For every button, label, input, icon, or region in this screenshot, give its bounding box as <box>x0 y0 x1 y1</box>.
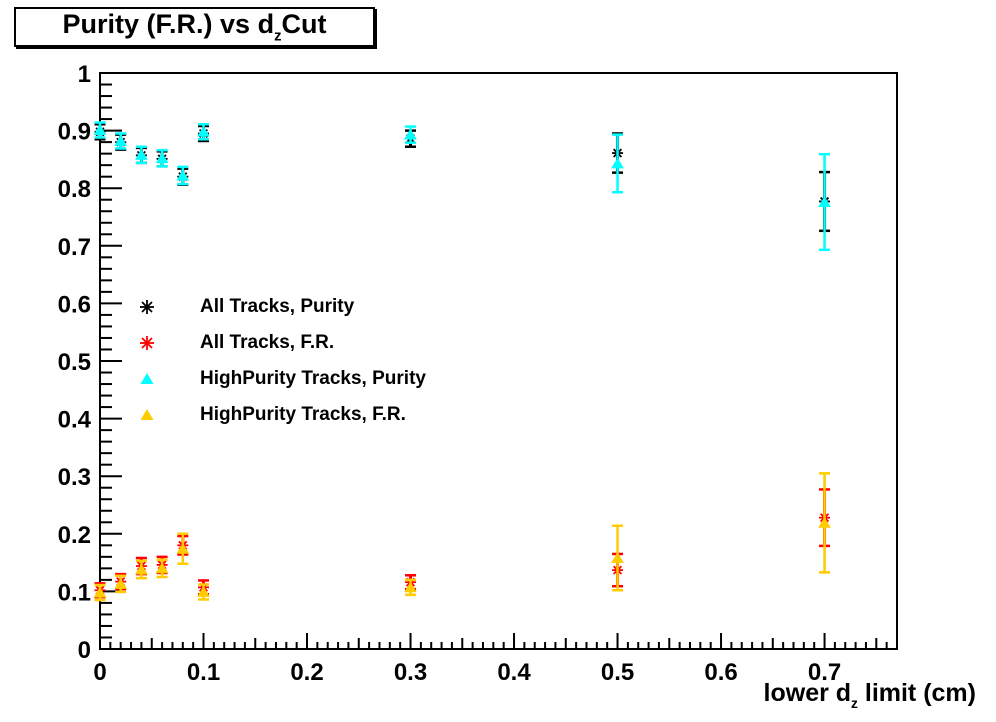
data-point-triangle-marker <box>93 586 107 598</box>
series-2 <box>93 121 831 252</box>
x-axis-title: lower dz limit (cm) <box>763 679 976 711</box>
plot-title: Purity (F.R.) vs dzCut <box>62 9 327 45</box>
x-axis-tick-label: 0.1 <box>187 659 220 686</box>
x-axis-tick-label: 0.3 <box>394 659 427 686</box>
y-axis-tick-label: 0.8 <box>58 176 91 203</box>
data-point-triangle-marker <box>197 125 210 137</box>
legend-item: All Tracks, Purity <box>136 289 426 325</box>
data-point-triangle-marker <box>114 578 128 589</box>
data-point-triangle-marker <box>818 517 831 528</box>
triangle-glyph <box>140 373 154 384</box>
legend-item-label: All Tracks, F.R. <box>200 332 335 353</box>
y-axis-tick-label: 0.4 <box>58 407 92 434</box>
data-point-triangle-marker <box>176 169 190 181</box>
data-point-triangle-marker <box>155 562 169 574</box>
data-point-triangle-marker <box>176 542 190 554</box>
data-point-triangle-marker <box>818 196 831 207</box>
data-point-triangle-marker <box>155 152 169 164</box>
plot-title-box: Purity (F.R.) vs dzCut <box>14 7 375 47</box>
data-point-triangle-marker <box>135 563 148 575</box>
legend-item: All Tracks, F.R. <box>136 325 426 361</box>
legend-item: HighPurity Tracks, F.R. <box>136 397 426 433</box>
asterisk-marker-icon <box>140 336 154 350</box>
x-axis-tick-label: 0.2 <box>290 659 323 686</box>
y-axis-tick-label: 0 <box>78 637 91 664</box>
x-axis-tick-label: 0 <box>93 659 106 686</box>
series-1 <box>94 488 831 599</box>
y-axis-tick-label: 1 <box>78 61 91 88</box>
triangle-marker-icon <box>140 373 154 384</box>
y-axis-tick-label: 0.7 <box>58 234 91 261</box>
y-axis-tick-label: 0.5 <box>58 349 91 376</box>
legend-item-label: HighPurity Tracks, Purity <box>200 368 426 389</box>
y-axis-tick-label: 0.1 <box>58 579 91 606</box>
data-point-triangle-marker <box>197 586 210 597</box>
series-3 <box>93 472 831 602</box>
data-point-triangle-marker <box>114 135 128 146</box>
legend: All Tracks, Purity All Tracks, F.R. HighPu… <box>136 289 426 433</box>
y-axis-tick-label: 0.6 <box>58 291 91 318</box>
x-axis-tick-label: 0.4 <box>497 659 531 686</box>
x-axis-tick-label: 0.5 <box>601 659 634 686</box>
legend-item-label: All Tracks, Purity <box>200 296 355 317</box>
legend-item-label: HighPurity Tracks, F.R. <box>200 404 406 425</box>
legend-item: HighPurity Tracks, Purity <box>136 361 426 397</box>
data-point-triangle-marker <box>404 128 417 140</box>
y-axis-tick-label: 0.9 <box>58 119 91 146</box>
marker-ray <box>141 301 153 313</box>
data-point-triangle-marker <box>611 552 624 563</box>
y-axis-tick-label: 0.2 <box>58 522 91 549</box>
triangle-glyph <box>140 409 154 420</box>
asterisk-marker-icon <box>140 300 154 314</box>
y-axis-tick-label: 0.3 <box>58 464 91 491</box>
triangle-marker-icon <box>140 409 154 420</box>
x-axis-tick-label: 0.7 <box>808 659 841 686</box>
data-point-triangle-marker <box>93 124 107 135</box>
data-point-triangle-marker <box>135 148 148 160</box>
data-point-triangle-marker <box>404 581 417 593</box>
marker-ray <box>141 337 153 349</box>
x-axis-tick-label: 0.6 <box>704 659 737 686</box>
data-point-triangle-marker <box>611 157 624 169</box>
